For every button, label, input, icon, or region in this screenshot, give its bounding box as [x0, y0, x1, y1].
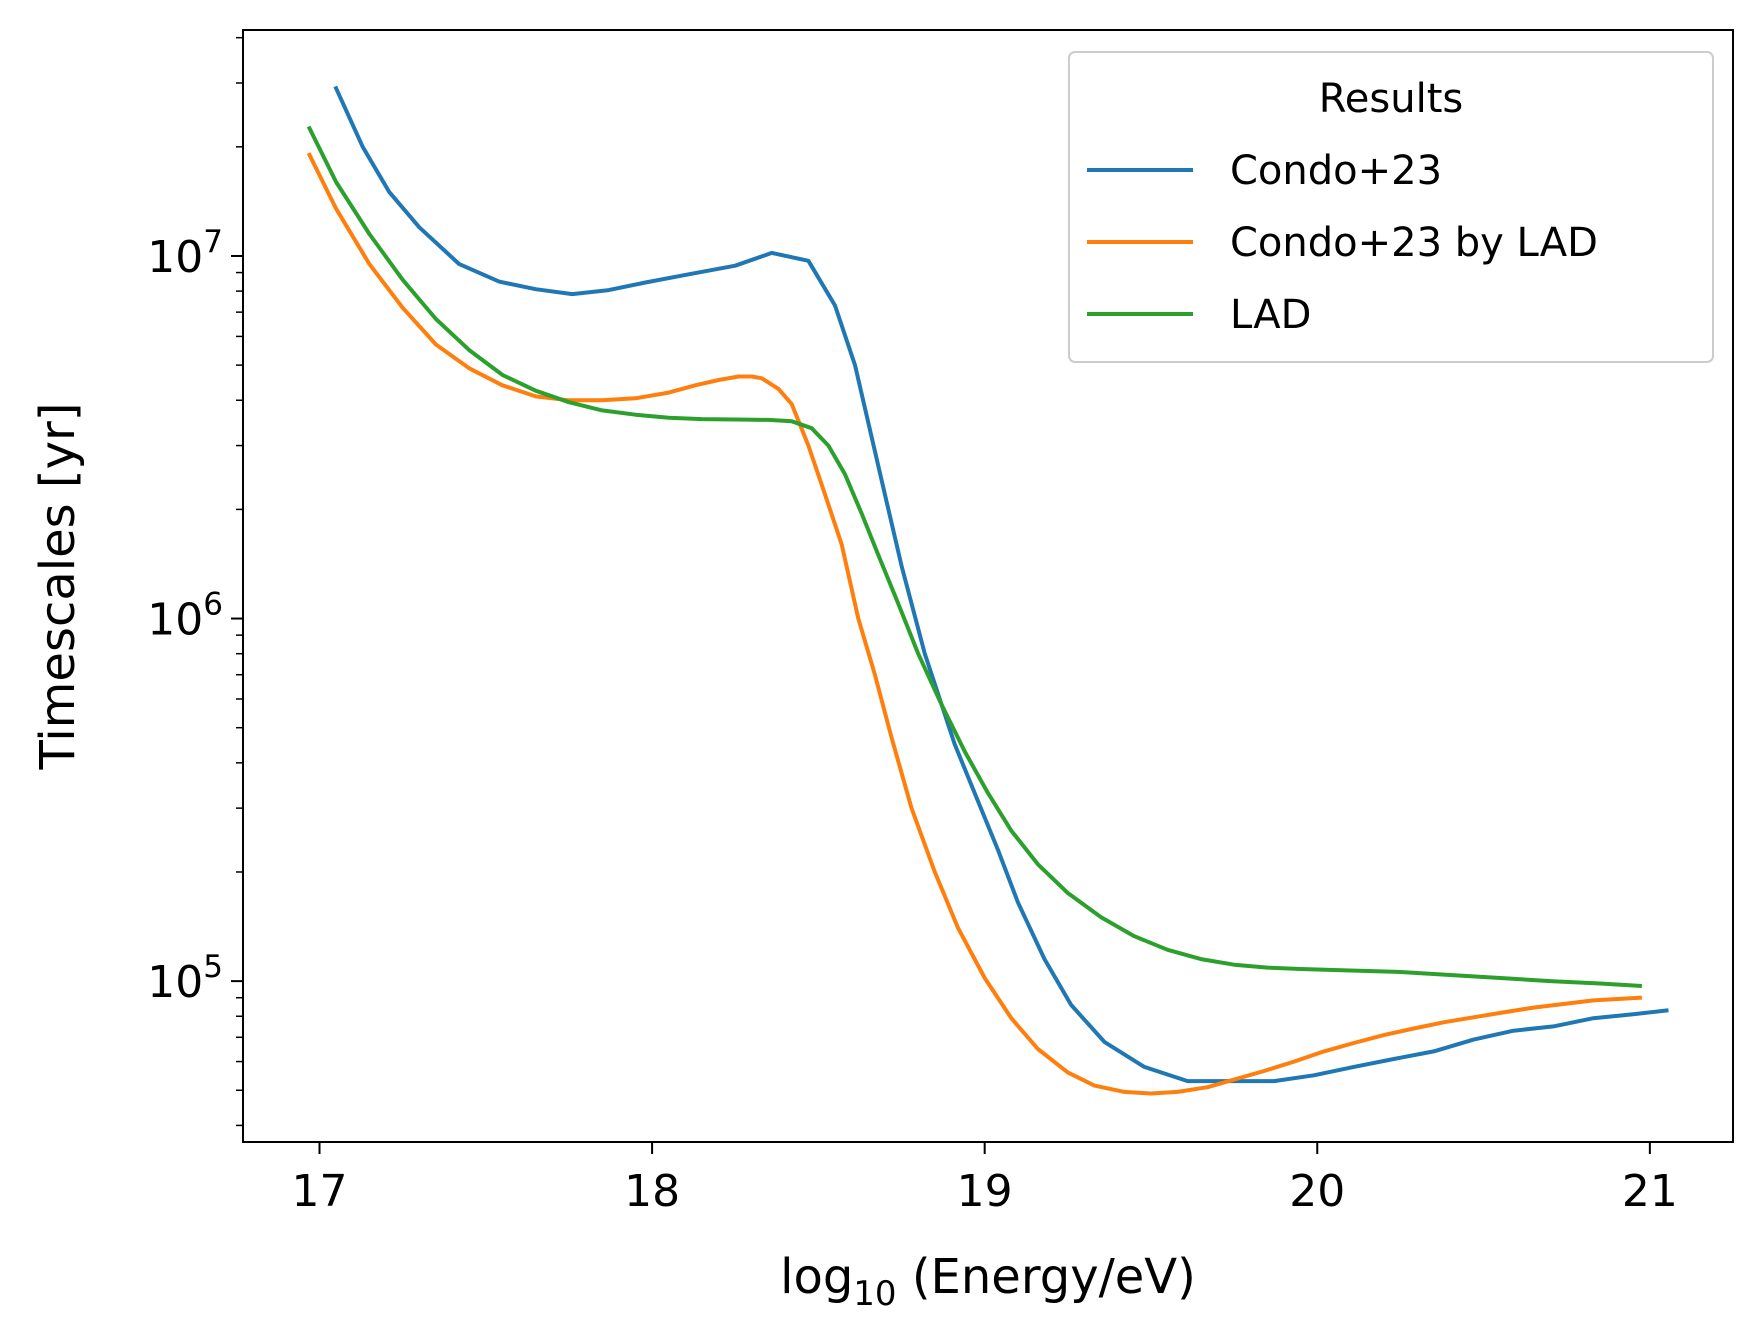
legend-box [1068, 51, 1714, 363]
legend-entry-label: LAD [1230, 292, 1311, 338]
y-tick-base: 10 [147, 232, 203, 283]
x-axis-label-pre: log [780, 1249, 853, 1305]
x-tick-label: 17 [291, 1166, 347, 1217]
legend-entry-label: Condo+23 by LAD [1230, 220, 1598, 266]
y-axis-label: Timescales [yr] [30, 402, 86, 770]
x-tick-label: 21 [1622, 1166, 1678, 1217]
legend-title: Results [1319, 76, 1463, 122]
x-axis: 17 18 19 20 21 [291, 1142, 1678, 1217]
plot-frame [242, 29, 1734, 1143]
series-line [333, 85, 1669, 1084]
y-tick-label: 106 [147, 587, 223, 646]
legend-entries: Condo+23 Condo+23 by LAD LAD [1087, 148, 1598, 338]
y-tick-base: 10 [147, 957, 203, 1008]
y-tick-label: 105 [147, 949, 223, 1008]
y-tick-exponent: 6 [203, 587, 223, 623]
x-axis-label-post: (Energy/eV) [897, 1249, 1196, 1305]
x-tick-label: 19 [957, 1166, 1013, 1217]
y-tick-exponent: 7 [203, 224, 223, 260]
series-line [306, 152, 1643, 1096]
y-tick-label: 107 [147, 224, 223, 283]
plot-series [306, 85, 1669, 1096]
legend: Results Condo+23 Condo+23 by LAD LAD [1068, 51, 1714, 363]
legend-entry-label: Condo+23 [1230, 148, 1442, 194]
x-axis-label-sub: 10 [853, 1274, 896, 1314]
x-tick-label: 18 [624, 1166, 680, 1217]
series-line [306, 125, 1643, 989]
x-tick-label: 20 [1289, 1166, 1345, 1217]
y-tick-exponent: 5 [203, 949, 223, 985]
y-tick-base: 10 [147, 595, 203, 646]
x-axis-label: log10 (Energy/eV) [780, 1249, 1196, 1314]
